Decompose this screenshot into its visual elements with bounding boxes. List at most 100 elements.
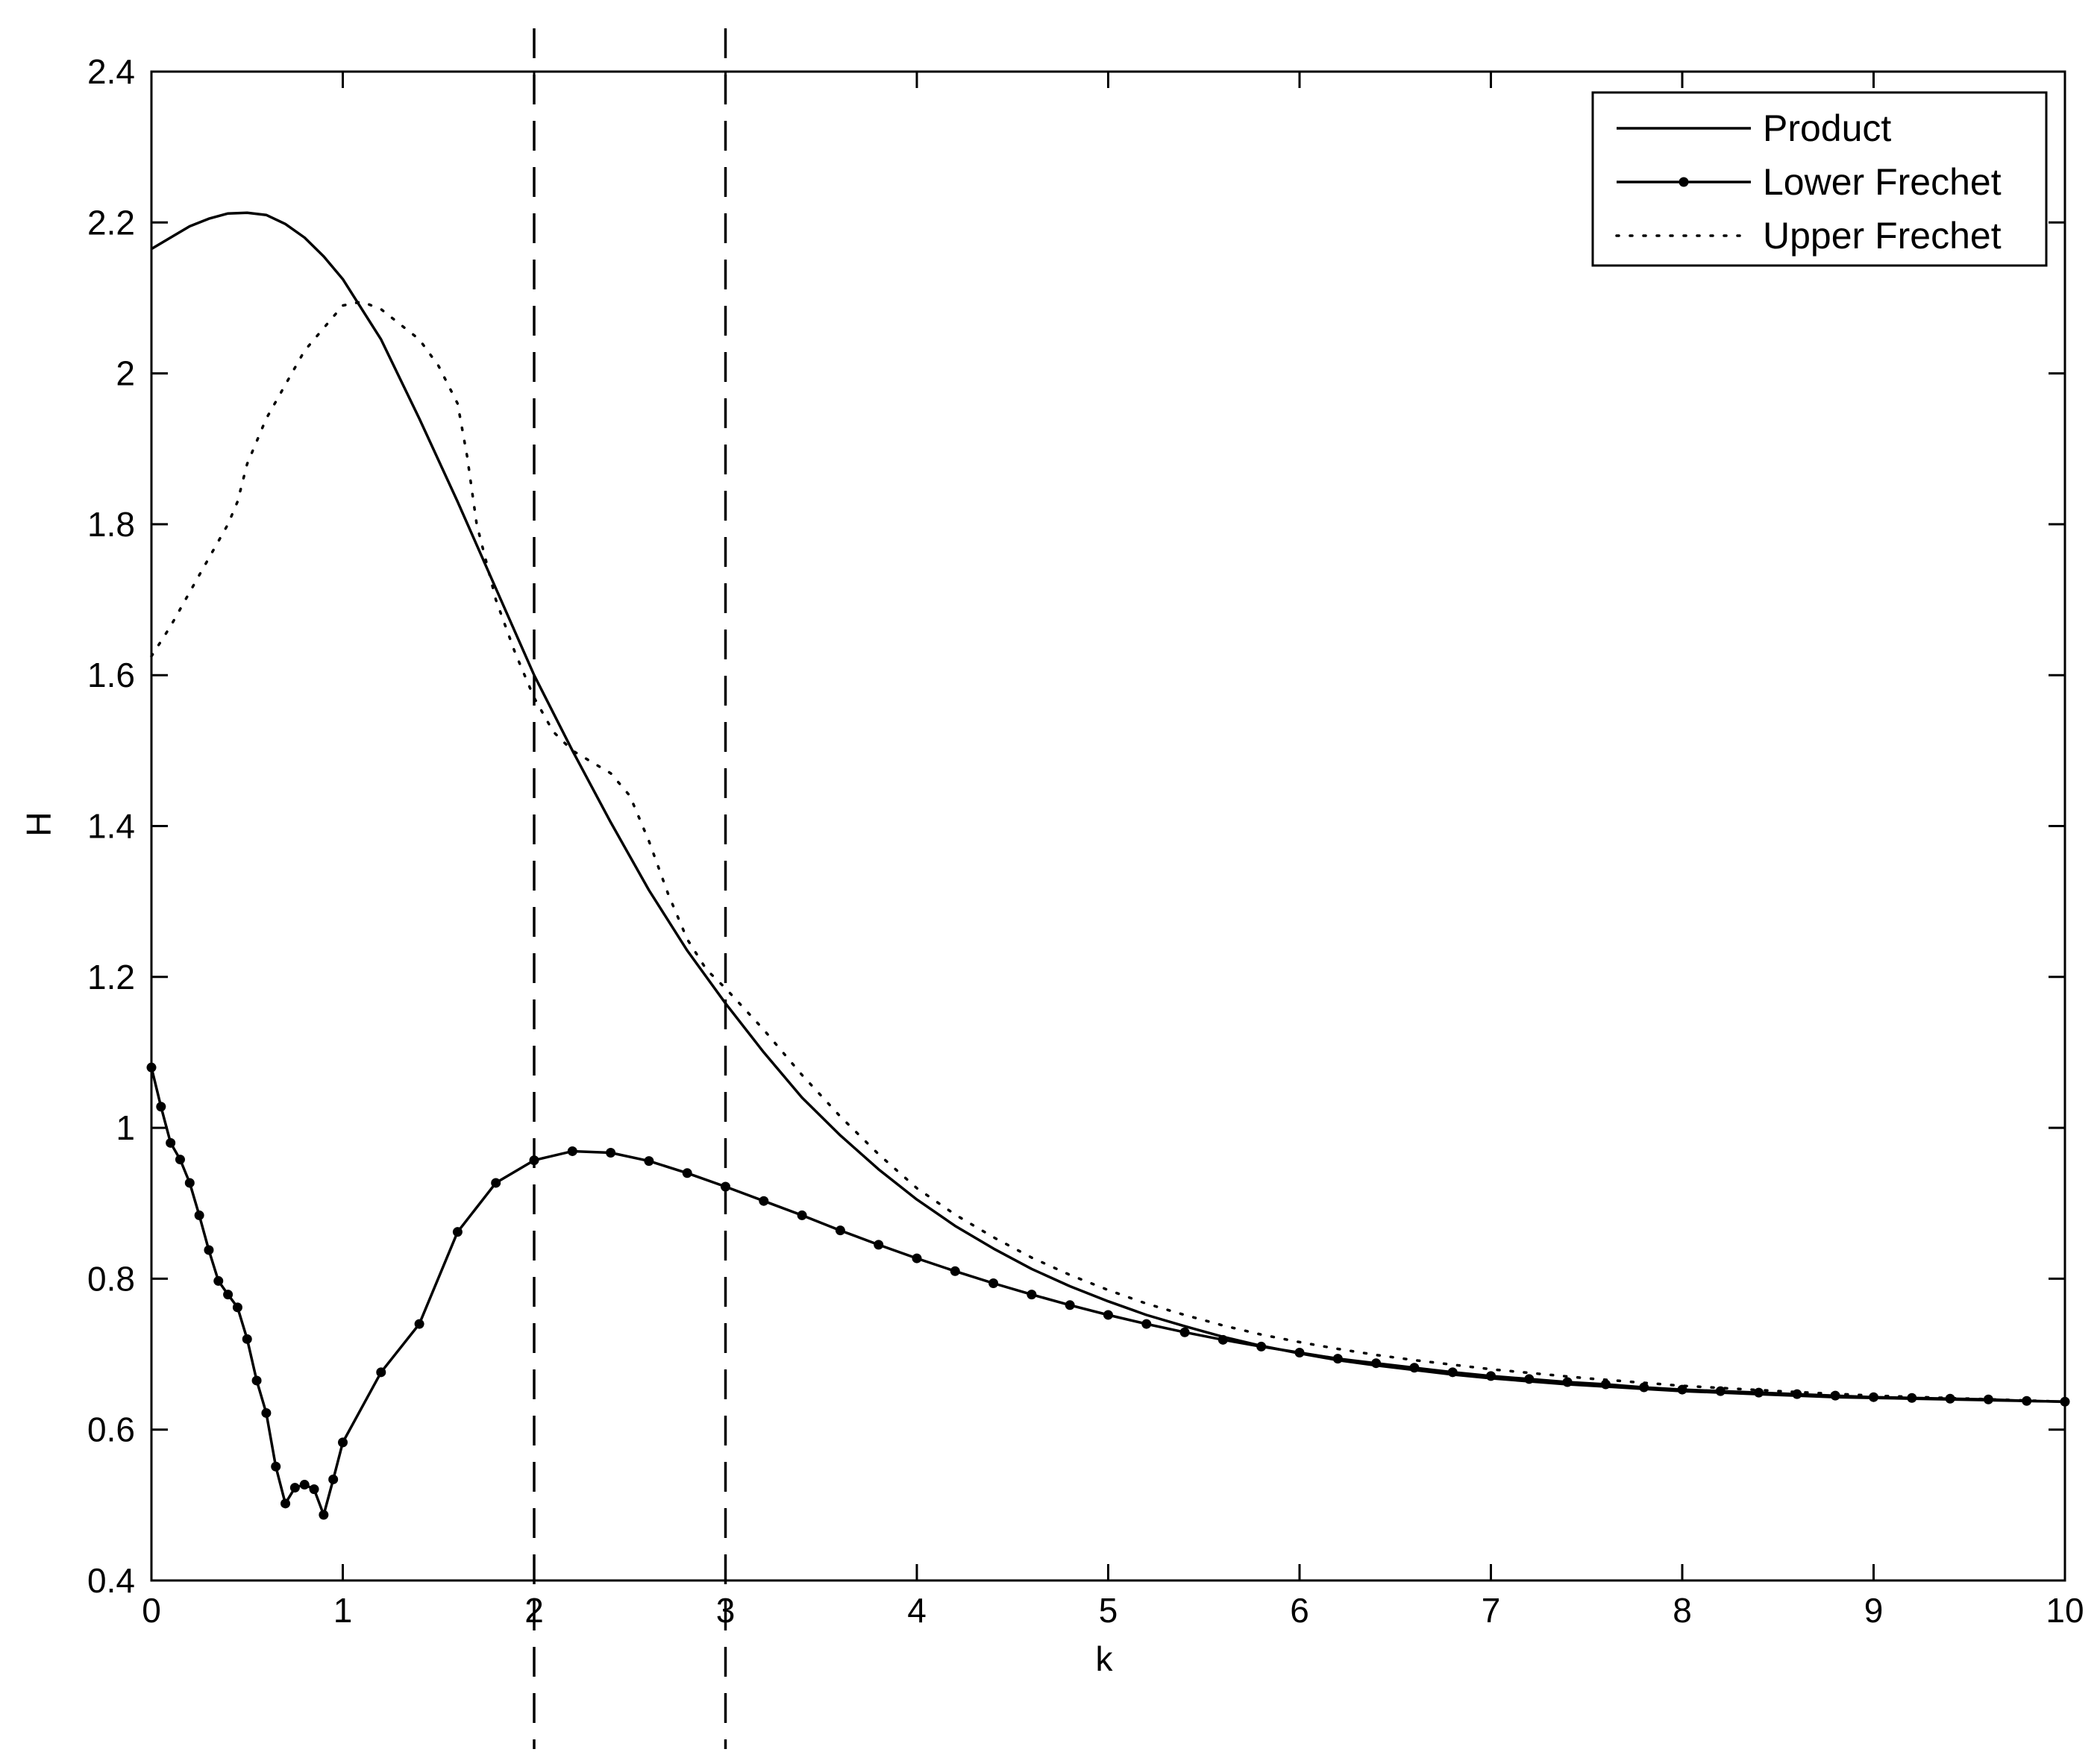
series-line-1 [150,1067,2066,1516]
x-tick-label: 9 [1864,1591,1884,1630]
x-tick-label: 1 [333,1591,353,1630]
data-point [1639,1382,1649,1393]
data-point [1332,1354,1343,1364]
y-tick-label: 0.6 [87,1410,135,1449]
data-point [271,1461,281,1472]
data-point [223,1290,233,1300]
data-point [2022,1396,2032,1406]
data-point [1217,1334,1228,1345]
data-point [414,1319,424,1329]
plot-area [146,28,2070,1749]
y-tick-label: 1.2 [87,958,135,996]
data-point [452,1227,463,1237]
data-point [319,1510,329,1520]
x-tick-label: 6 [1290,1591,1309,1630]
y-tick-label: 1.4 [87,807,135,846]
data-point [721,1181,730,1192]
data-point [251,1375,262,1386]
data-point [606,1147,616,1158]
x-tick-label: 4 [907,1591,927,1630]
data-point [376,1367,386,1378]
x-tick-label: 3 [716,1591,736,1630]
data-point [1486,1371,1496,1381]
data-point [1830,1390,1840,1401]
y-tick-label: 0.4 [87,1561,135,1600]
data-point [1179,1327,1190,1337]
legend-label-0: Product [1763,107,1891,149]
data-point [912,1253,922,1263]
data-point [950,1266,960,1276]
data-point [338,1437,348,1448]
data-point [491,1178,501,1188]
series-line-0 [151,211,2066,1404]
y-axis-label: H [19,811,58,836]
data-point [1294,1348,1305,1358]
legend: Product Lower Frechet Upper Frechet [1591,91,2048,267]
y-tick-label: 0.8 [87,1259,135,1298]
data-point [232,1302,242,1313]
data-point [242,1334,252,1344]
axes-frame [150,70,2066,1582]
data-point [1562,1377,1573,1387]
data-point [166,1137,176,1148]
x-tick-label: 2 [524,1591,544,1630]
data-point [529,1155,539,1166]
data-point [1715,1386,1726,1396]
y-tick-label: 1 [116,1108,135,1147]
data-point [1371,1358,1382,1369]
data-point [1027,1290,1037,1300]
data-point [261,1407,272,1418]
series-line-2 [150,300,2066,1404]
data-point [280,1498,291,1509]
data-point [1256,1341,1267,1352]
data-point [156,1102,166,1112]
axis-ticks: 0 1 2 3 4 5 6 7 8 9 10 0.4 0.6 0.8 1 1.2 1.4 1.6 1.8 2 2.2 2.… [87,52,2084,1630]
data-point [2060,1396,2070,1407]
x-tick-label: 7 [1482,1591,1501,1630]
data-point [1409,1363,1420,1373]
data-point [567,1146,577,1156]
data-point [184,1178,195,1188]
legend-label-2: Upper Frechet [1763,215,2002,257]
data-point [194,1210,204,1220]
legend-marker [1679,177,1689,187]
x-tick-label: 8 [1673,1591,1692,1630]
data-point [644,1156,654,1167]
data-point [1754,1387,1764,1398]
data-point [682,1168,692,1178]
data-point [146,1062,157,1073]
data-point [1065,1300,1075,1310]
data-point [759,1196,769,1206]
data-point [1447,1367,1458,1378]
data-point [213,1275,224,1286]
x-tick-label: 0 [142,1591,161,1630]
x-axis-label: k [1096,1639,1114,1678]
data-point [874,1240,884,1250]
data-point [1983,1394,1993,1404]
data-point [1600,1379,1611,1390]
data-point [1945,1393,1955,1404]
data-point [988,1278,999,1288]
y-tick-label: 2.2 [87,203,135,242]
data-point [1141,1319,1152,1329]
data-point [835,1225,845,1236]
data-point [1103,1310,1113,1320]
data-point [1869,1392,1878,1402]
data-point [175,1155,185,1165]
x-tick-label: 5 [1099,1591,1118,1630]
y-tick-label: 2.4 [87,52,135,91]
data-point [1524,1374,1535,1384]
data-point [204,1245,214,1255]
legend-box [1591,91,2048,267]
data-point [299,1480,310,1490]
y-tick-label: 1.8 [87,505,135,544]
legend-label-1: Lower Frechet [1763,161,2002,203]
y-tick-label: 2 [116,354,135,393]
x-tick-label: 10 [2046,1591,2084,1630]
data-point [328,1474,339,1484]
y-tick-label: 1.6 [87,656,135,694]
data-point [797,1210,807,1220]
data-point [289,1483,300,1493]
data-point [309,1484,319,1495]
